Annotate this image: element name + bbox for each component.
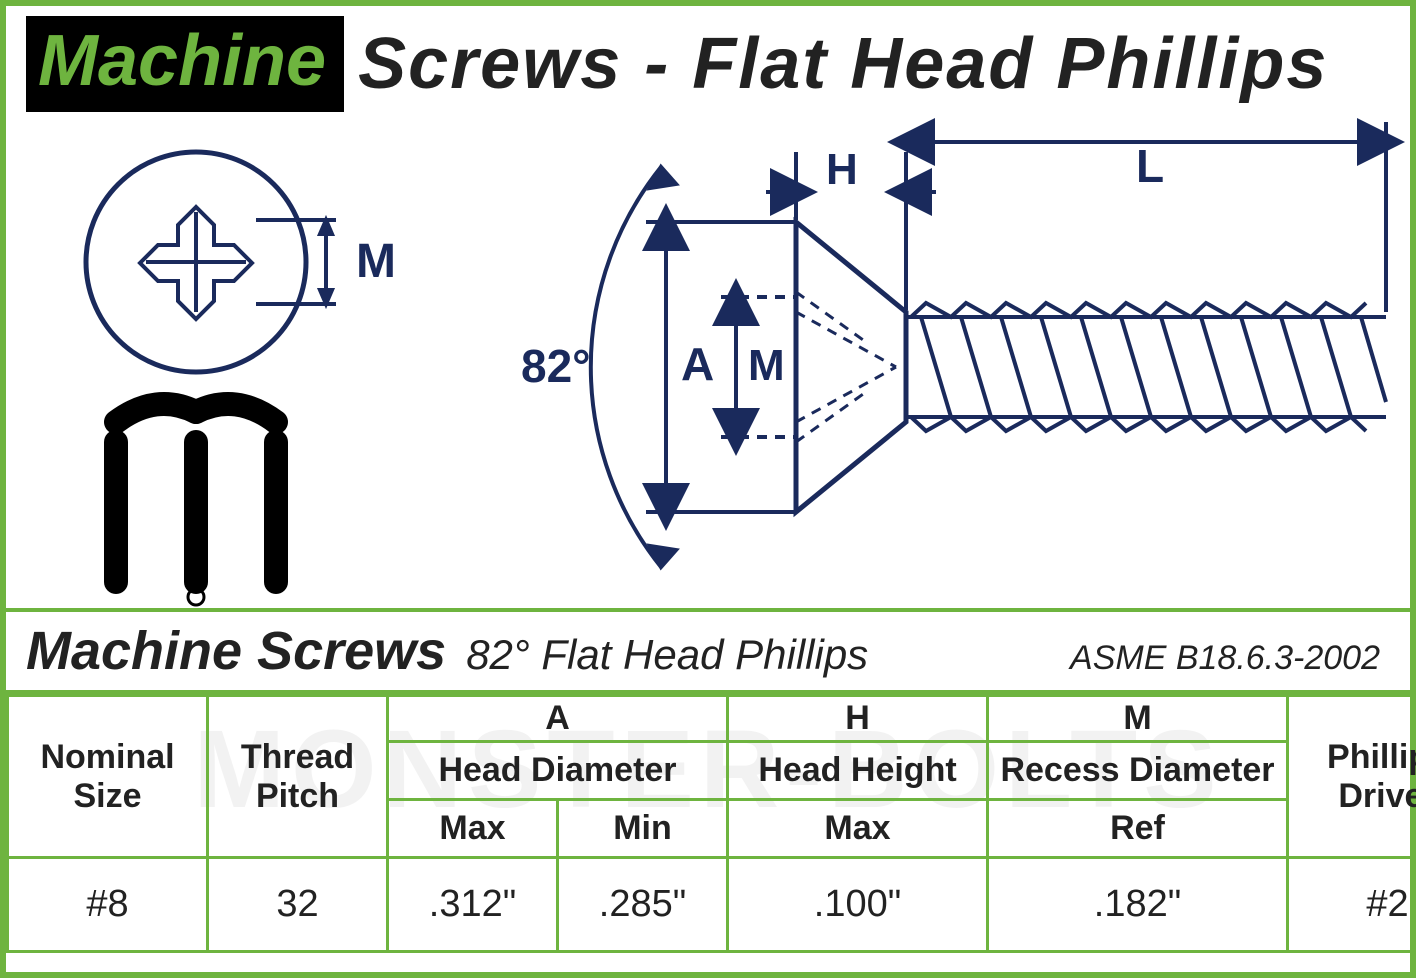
cell-A-min: .285" [558, 858, 728, 952]
col-A-max: Max [388, 800, 558, 858]
col-M-ref: Ref [988, 800, 1288, 858]
header-badge: Machine [26, 16, 344, 112]
col-driver-header: Phillips Driver [1288, 696, 1416, 858]
cell-nominal: #8 [8, 858, 208, 952]
dim-H: H [826, 145, 858, 194]
cell-A-max: .312" [388, 858, 558, 952]
header-title: Screws - Flat Head Phillips [358, 23, 1328, 105]
diagram-side-view: 82° [466, 112, 1416, 608]
col-A-letter: A [388, 696, 728, 742]
subtitle-main: Machine Screws [26, 620, 446, 682]
dim-M-top: M [356, 235, 396, 288]
subtitle-row: Machine Screws 82° Flat Head Phillips AS… [6, 612, 1410, 694]
col-A-label: Head Diameter [388, 742, 728, 800]
col-H-max: Max [728, 800, 988, 858]
cell-H-max: .100" [728, 858, 988, 952]
col-M-label: Recess Diameter [988, 742, 1288, 800]
dim-M-side: M [748, 341, 785, 390]
diagram-top-view: M [6, 112, 466, 608]
table-data-row: #8 32 .312" .285" .100" .182" #2 [8, 858, 1416, 952]
col-H-letter: H [728, 696, 988, 742]
subtitle-spec: ASME B18.6.3-2002 [1070, 639, 1380, 678]
col-nominal-header: Nominal Size [8, 696, 208, 858]
col-H-label: Head Height [728, 742, 988, 800]
angle-label: 82° [521, 340, 591, 392]
dim-L: L [1136, 140, 1164, 192]
header: Machine Screws - Flat Head Phillips [6, 6, 1410, 112]
spec-table: Nominal Size Thread Pitch A H M Phillips… [6, 694, 1416, 953]
cell-driver: #2 [1288, 858, 1416, 952]
col-A-min: Min [558, 800, 728, 858]
cell-pitch: 32 [208, 858, 388, 952]
dim-A: A [681, 338, 714, 390]
spec-card: Machine Screws - Flat Head Phillips [0, 0, 1416, 978]
table-header-row-1: Nominal Size Thread Pitch A H M Phillips… [8, 696, 1416, 742]
subtitle-secondary: 82° Flat Head Phillips [466, 631, 868, 679]
col-pitch-header: Thread Pitch [208, 696, 388, 858]
cell-M-ref: .182" [988, 858, 1288, 952]
diagram-row: M [6, 112, 1410, 612]
col-M-letter: M [988, 696, 1288, 742]
